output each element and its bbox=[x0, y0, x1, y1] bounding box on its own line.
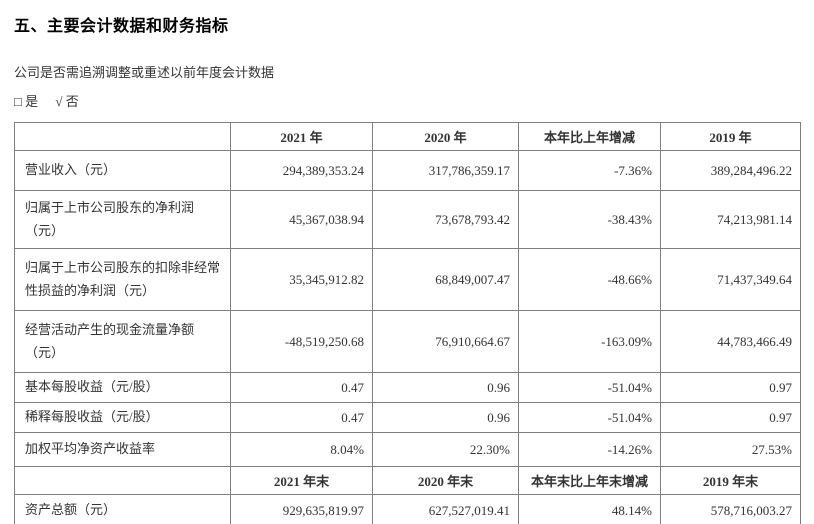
value-2019: 389,284,496.22 bbox=[660, 150, 801, 191]
value-2021: 35,345,912.82 bbox=[230, 248, 373, 311]
row-label: 稀释每股收益（元/股） bbox=[14, 402, 231, 433]
value-change: -38.43% bbox=[518, 190, 661, 249]
section-title: 五、主要会计数据和财务指标 bbox=[14, 18, 229, 35]
value-2019: 0.97 bbox=[660, 372, 801, 403]
financial-indicators-table: 2021 年 2020 年 本年比上年增减 2019 年 营业收入（元） 294… bbox=[14, 122, 801, 524]
value-2019: 71,437,349.64 bbox=[660, 248, 801, 311]
row-basic-eps: 基本每股收益（元/股） 0.47 0.96 -51.04% 0.97 bbox=[14, 372, 801, 403]
value-2020: 76,910,664.67 bbox=[372, 310, 519, 373]
row-total-assets: 资产总额（元） 929,635,819.97 627,527,019.41 48… bbox=[14, 494, 801, 524]
row-label: 加权平均净资产收益率 bbox=[14, 432, 231, 467]
row-operating-cash-flow: 经营活动产生的现金流量净额（元） -48,519,250.68 76,910,6… bbox=[14, 310, 801, 373]
value-2021: 0.47 bbox=[230, 402, 373, 433]
value-2020: 317,786,359.17 bbox=[372, 150, 519, 191]
corner-cell bbox=[14, 122, 231, 151]
row-label: 归属于上市公司股东的扣除非经常性损益的净利润（元） bbox=[14, 248, 231, 311]
value-2019: 0.97 bbox=[660, 402, 801, 433]
value-2021: -48,519,250.68 bbox=[230, 310, 373, 373]
row-label: 经营活动产生的现金流量净额（元） bbox=[14, 310, 231, 373]
row-net-profit-excl-nonrecurring: 归属于上市公司股东的扣除非经常性损益的净利润（元） 35,345,912.82 … bbox=[14, 248, 801, 311]
row-operating-revenue: 营业收入（元） 294,389,353.24 317,786,359.17 -7… bbox=[14, 150, 801, 191]
value-change: -51.04% bbox=[518, 402, 661, 433]
restatement-options: □ 是 √ 否 bbox=[14, 91, 800, 110]
option-yes-checkbox: □ 是 bbox=[14, 94, 39, 109]
value-2020: 73,678,793.42 bbox=[372, 190, 519, 249]
value-2020: 0.96 bbox=[372, 402, 519, 433]
restatement-question: 公司是否需追溯调整或重述以前年度会计数据 bbox=[14, 65, 275, 80]
value-2019: 27.53% bbox=[660, 432, 801, 467]
row-net-profit: 归属于上市公司股东的净利润（元） 45,367,038.94 73,678,79… bbox=[14, 190, 801, 249]
value-2021: 0.47 bbox=[230, 372, 373, 403]
value-2021: 8.04% bbox=[230, 432, 373, 467]
header-2021: 2021 年 bbox=[230, 122, 373, 151]
value-2021: 929,635,819.97 bbox=[230, 494, 373, 524]
value-change: 48.14% bbox=[518, 494, 661, 524]
row-label: 基本每股收益（元/股） bbox=[14, 372, 231, 403]
row-label: 归属于上市公司股东的净利润（元） bbox=[14, 190, 231, 249]
value-2019: 44,783,466.49 bbox=[660, 310, 801, 373]
value-2019: 74,213,981.14 bbox=[660, 190, 801, 249]
corner-cell bbox=[14, 466, 231, 495]
header-2020: 2020 年 bbox=[372, 122, 519, 151]
value-2020: 22.30% bbox=[372, 432, 519, 467]
value-change: -14.26% bbox=[518, 432, 661, 467]
header-year-end-change: 本年末比上年末增减 bbox=[518, 466, 661, 495]
header-row-annual: 2021 年 2020 年 本年比上年增减 2019 年 bbox=[14, 122, 801, 151]
value-2020: 627,527,019.41 bbox=[372, 494, 519, 524]
header-2019-year-end: 2019 年末 bbox=[660, 466, 801, 495]
row-label: 资产总额（元） bbox=[14, 494, 231, 524]
header-2019: 2019 年 bbox=[660, 122, 801, 151]
value-change: -163.09% bbox=[518, 310, 661, 373]
value-2021: 294,389,353.24 bbox=[230, 150, 373, 191]
value-change: -51.04% bbox=[518, 372, 661, 403]
header-row-year-end: 2021 年末 2020 年末 本年末比上年末增减 2019 年末 bbox=[14, 466, 801, 495]
row-diluted-eps: 稀释每股收益（元/股） 0.47 0.96 -51.04% 0.97 bbox=[14, 402, 801, 433]
value-2020: 0.96 bbox=[372, 372, 519, 403]
value-2021: 45,367,038.94 bbox=[230, 190, 373, 249]
header-2020-year-end: 2020 年末 bbox=[372, 466, 519, 495]
header-2021-year-end: 2021 年末 bbox=[230, 466, 373, 495]
value-2019: 578,716,003.27 bbox=[660, 494, 801, 524]
row-weighted-avg-roe: 加权平均净资产收益率 8.04% 22.30% -14.26% 27.53% bbox=[14, 432, 801, 467]
option-no-checked: √ 否 bbox=[55, 94, 79, 109]
value-2020: 68,849,007.47 bbox=[372, 248, 519, 311]
header-change: 本年比上年增减 bbox=[518, 122, 661, 151]
value-change: -7.36% bbox=[518, 150, 661, 191]
value-change: -48.66% bbox=[518, 248, 661, 311]
row-label: 营业收入（元） bbox=[14, 150, 231, 191]
